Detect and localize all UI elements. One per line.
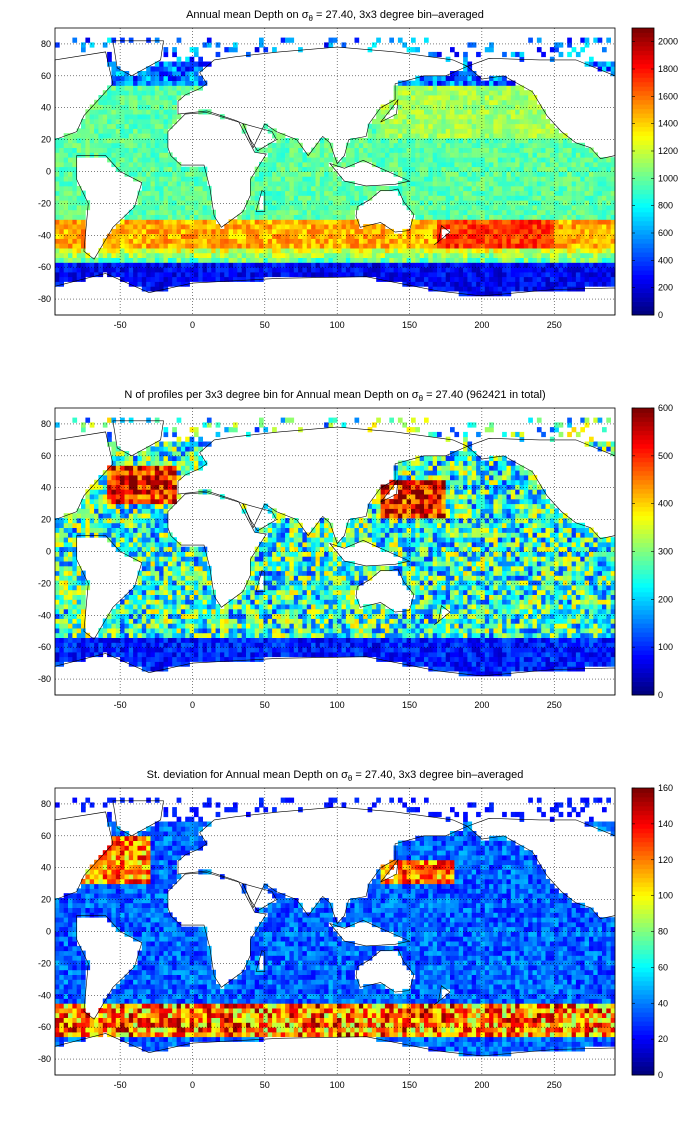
y-tick-label: -60 [38, 642, 51, 652]
heatmap-cells [55, 417, 616, 677]
plot-frame [54, 787, 616, 1076]
y-tick-label: -40 [38, 990, 51, 1000]
y-tick-label: -80 [38, 674, 51, 684]
colorbar-tick-label: 80 [658, 927, 668, 937]
y-tick-label: -20 [38, 958, 51, 968]
x-tick-label: 200 [474, 320, 489, 330]
y-tick-label: 20 [41, 895, 51, 905]
x-tick-label: 50 [260, 700, 270, 710]
gridlines [55, 28, 615, 315]
heatmap-cells [55, 37, 616, 297]
y-tick-label: 0 [46, 927, 51, 937]
colorbar-tick-label: 2000 [658, 37, 678, 47]
std-depth-map: St. deviation for Annual mean Depth on σ… [38, 769, 673, 1090]
x-tick-label: 250 [547, 700, 562, 710]
panel-title: Annual mean Depth on σθ = 27.40, 3x3 deg… [186, 9, 484, 23]
y-tick-label: 40 [41, 103, 51, 113]
panel-n-profiles: N of profiles per 3x3 degree bin for Ann… [0, 380, 696, 760]
colorbar [631, 407, 655, 696]
panel-title: N of profiles per 3x3 degree bin for Ann… [124, 389, 545, 403]
colorbar-tick-label: 140 [658, 819, 673, 829]
x-tick-label: 250 [547, 320, 562, 330]
mean-depth-map: Annual mean Depth on σθ = 27.40, 3x3 deg… [38, 9, 678, 330]
colorbar-tick-label: 200 [658, 283, 673, 293]
colorbar-tick-label: 20 [658, 1034, 668, 1044]
y-tick-label: 60 [41, 831, 51, 841]
x-tick-label: 100 [330, 700, 345, 710]
y-tick-label: -40 [38, 610, 51, 620]
colorbar-tick-label: 40 [658, 998, 668, 1008]
n-profiles-map: N of profiles per 3x3 degree bin for Ann… [38, 389, 673, 710]
x-tick-label: 200 [474, 700, 489, 710]
y-tick-label: 0 [46, 167, 51, 177]
colorbar-tick-label: 1600 [658, 91, 678, 101]
colorbar-tick-label: 100 [658, 642, 673, 652]
plot-frame [54, 407, 616, 696]
colorbar [631, 787, 655, 1076]
y-tick-label: -60 [38, 262, 51, 272]
colorbar-tick-label: 600 [658, 228, 673, 238]
plot-frame [54, 27, 616, 316]
heatmap-cells [55, 797, 616, 1057]
y-tick-label: -80 [38, 294, 51, 304]
colorbar-tick-label: 200 [658, 594, 673, 604]
y-tick-label: 20 [41, 135, 51, 145]
colorbar-tick-label: 1200 [658, 146, 678, 156]
x-tick-label: 0 [190, 1080, 195, 1090]
x-tick-label: 0 [190, 700, 195, 710]
x-tick-label: 250 [547, 1080, 562, 1090]
x-tick-label: 100 [330, 320, 345, 330]
x-tick-label: 150 [402, 1080, 417, 1090]
y-tick-label: -20 [38, 578, 51, 588]
gridlines [55, 788, 615, 1075]
y-tick-label: 80 [41, 419, 51, 429]
x-tick-label: -50 [114, 320, 127, 330]
colorbar-tick-label: 300 [658, 547, 673, 557]
colorbar-tick-label: 400 [658, 255, 673, 265]
colorbar-tick-label: 1400 [658, 119, 678, 129]
gridlines [55, 408, 615, 695]
x-tick-label: 0 [190, 320, 195, 330]
y-tick-label: 0 [46, 547, 51, 557]
panel-std-depth: St. deviation for Annual mean Depth on σ… [0, 760, 696, 1140]
y-tick-label: 20 [41, 515, 51, 525]
y-tick-label: -40 [38, 230, 51, 240]
colorbar-tick-label: 500 [658, 451, 673, 461]
colorbar-tick-label: 100 [658, 891, 673, 901]
x-tick-label: -50 [114, 1080, 127, 1090]
colorbar-tick-label: 120 [658, 855, 673, 865]
y-tick-label: 60 [41, 71, 51, 81]
colorbar-tick-label: 60 [658, 962, 668, 972]
y-tick-label: -80 [38, 1054, 51, 1064]
colorbar-tick-label: 1800 [658, 64, 678, 74]
colorbar-tick-label: 0 [658, 1070, 663, 1080]
x-tick-label: -50 [114, 700, 127, 710]
colorbar-tick-label: 800 [658, 201, 673, 211]
colorbar-tick-label: 160 [658, 783, 673, 793]
x-tick-label: 150 [402, 700, 417, 710]
x-tick-label: 100 [330, 1080, 345, 1090]
y-tick-label: 40 [41, 863, 51, 873]
panel-mean-depth: Annual mean Depth on σθ = 27.40, 3x3 deg… [0, 0, 696, 380]
y-tick-label: -60 [38, 1022, 51, 1032]
y-tick-label: 60 [41, 451, 51, 461]
y-tick-label: 80 [41, 799, 51, 809]
y-tick-label: -20 [38, 198, 51, 208]
x-tick-label: 50 [260, 1080, 270, 1090]
panel-title: St. deviation for Annual mean Depth on σ… [147, 769, 524, 783]
colorbar-tick-label: 0 [658, 690, 663, 700]
colorbar-tick-label: 0 [658, 310, 663, 320]
x-tick-label: 200 [474, 1080, 489, 1090]
y-tick-label: 40 [41, 483, 51, 493]
y-tick-label: 80 [41, 39, 51, 49]
colorbar-tick-label: 400 [658, 499, 673, 509]
x-tick-label: 50 [260, 320, 270, 330]
x-tick-label: 150 [402, 320, 417, 330]
colorbar [631, 27, 655, 316]
colorbar-tick-label: 600 [658, 403, 673, 413]
colorbar-tick-label: 1000 [658, 173, 678, 183]
